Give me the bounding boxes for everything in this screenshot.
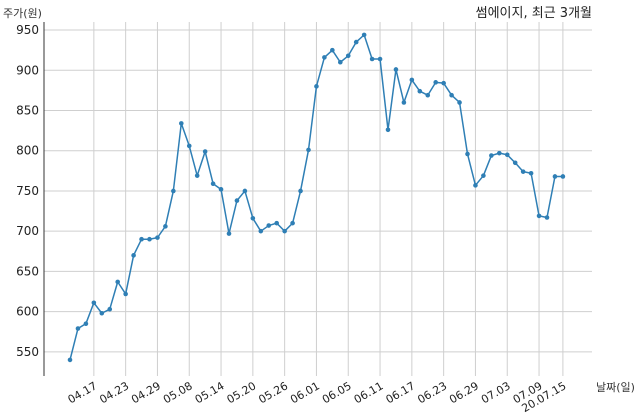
series-layer bbox=[67, 32, 566, 363]
y-axis-label: 주가(원) bbox=[3, 7, 42, 20]
y-tick-label: 950 bbox=[16, 23, 39, 37]
data-point bbox=[536, 213, 542, 219]
data-point bbox=[258, 228, 264, 234]
data-point bbox=[465, 151, 470, 157]
x-axis-label: 날짜(일) bbox=[596, 380, 635, 394]
data-point bbox=[481, 173, 486, 178]
data-point bbox=[314, 84, 319, 89]
data-point bbox=[274, 220, 280, 226]
data-point bbox=[417, 88, 423, 94]
data-point bbox=[449, 92, 454, 98]
data-point bbox=[242, 188, 248, 194]
y-tick-label: 750 bbox=[16, 184, 39, 198]
data-point bbox=[147, 236, 152, 242]
data-point bbox=[163, 224, 168, 229]
data-point bbox=[250, 216, 256, 221]
data-point bbox=[155, 235, 160, 240]
data-point bbox=[298, 188, 303, 194]
data-point bbox=[409, 77, 415, 83]
x-tick-label: 06.11 bbox=[352, 379, 386, 406]
data-point bbox=[83, 321, 89, 327]
y-tick-label: 650 bbox=[16, 264, 39, 278]
data-point bbox=[202, 149, 208, 154]
data-point bbox=[226, 231, 232, 236]
chart-title: 썸에이지, 최근 3개월 bbox=[476, 6, 592, 21]
data-point bbox=[306, 147, 311, 153]
x-tick-label: 05.08 bbox=[161, 379, 195, 406]
data-point bbox=[290, 220, 295, 226]
data-point bbox=[234, 198, 240, 203]
data-point bbox=[91, 300, 97, 306]
data-point bbox=[115, 279, 120, 285]
x-tick-label: 04.17 bbox=[66, 379, 100, 406]
data-point bbox=[393, 67, 399, 72]
data-point bbox=[338, 59, 343, 65]
data-point bbox=[489, 153, 494, 158]
data-point bbox=[179, 121, 184, 126]
data-point bbox=[171, 188, 176, 194]
data-point bbox=[330, 47, 335, 53]
data-point bbox=[75, 326, 81, 331]
data-point bbox=[282, 228, 287, 234]
data-point bbox=[512, 160, 518, 166]
data-point bbox=[425, 92, 431, 98]
x-tick-label: 06.29 bbox=[447, 379, 481, 406]
x-tick-label: 06.23 bbox=[415, 379, 449, 406]
data-point bbox=[194, 173, 200, 178]
axis-layer: 550 600 650 700 750 800 850 900 950 04.1704.2304.… bbox=[16, 22, 568, 415]
data-point bbox=[353, 39, 359, 45]
grid-layer bbox=[44, 22, 592, 376]
data-point bbox=[266, 223, 272, 228]
y-tick-label: 600 bbox=[16, 305, 39, 319]
data-point bbox=[441, 80, 446, 86]
data-point bbox=[433, 80, 439, 85]
x-tick-label: 04.29 bbox=[129, 379, 163, 406]
data-point bbox=[139, 236, 144, 242]
data-point bbox=[457, 100, 462, 105]
y-tick-label: 900 bbox=[16, 63, 39, 77]
y-tick-label: 850 bbox=[16, 104, 39, 118]
data-point bbox=[497, 150, 502, 156]
data-point bbox=[401, 100, 407, 105]
data-point bbox=[99, 310, 105, 316]
x-tick-label: 06.05 bbox=[320, 379, 354, 406]
data-point bbox=[552, 174, 558, 179]
data-point bbox=[528, 170, 534, 176]
data-point bbox=[369, 56, 375, 62]
y-tick-label: 700 bbox=[16, 224, 39, 238]
data-point bbox=[377, 56, 383, 62]
data-point bbox=[560, 174, 566, 179]
label-layer: 주가(원) 썸에이지, 최근 3개월 날짜(일) bbox=[3, 6, 635, 394]
data-point bbox=[322, 55, 327, 60]
x-tick-label: 05.20 bbox=[225, 379, 259, 406]
data-point bbox=[186, 143, 192, 149]
y-tick-label: 800 bbox=[16, 144, 39, 158]
data-point bbox=[107, 306, 113, 312]
data-point bbox=[218, 187, 224, 192]
data-point bbox=[544, 215, 550, 220]
data-point bbox=[361, 32, 367, 38]
x-tick-label: 05.26 bbox=[256, 379, 290, 406]
x-tick-label: 04.23 bbox=[97, 379, 131, 406]
data-point bbox=[123, 291, 128, 297]
data-point bbox=[210, 181, 216, 187]
data-point bbox=[67, 357, 73, 363]
data-point bbox=[345, 53, 351, 59]
data-point bbox=[385, 127, 391, 133]
x-tick-label: 06.01 bbox=[288, 379, 322, 406]
data-point bbox=[473, 183, 478, 188]
x-tick-label: 07.03 bbox=[479, 379, 513, 406]
x-tick-label: 06.17 bbox=[384, 379, 418, 406]
data-point bbox=[520, 169, 526, 174]
y-tick-label: 550 bbox=[16, 345, 39, 359]
data-point bbox=[504, 152, 510, 158]
x-tick-label: 05.14 bbox=[193, 379, 227, 406]
data-point bbox=[131, 253, 136, 258]
